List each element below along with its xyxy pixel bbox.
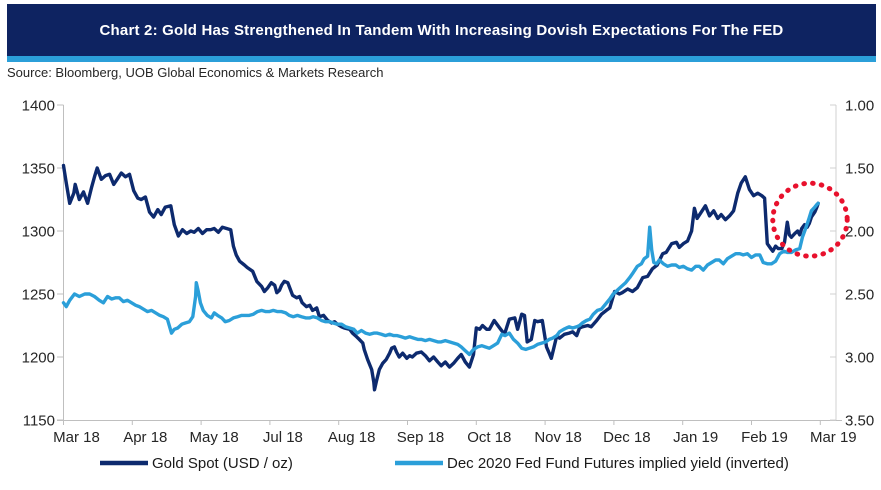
svg-text:Sep 18: Sep 18 (397, 429, 445, 446)
source-text: Source: Bloomberg, UOB Global Economics … (7, 65, 384, 80)
svg-text:Apr 18: Apr 18 (123, 429, 167, 446)
gold-vs-fed-futures-chart: 1400 1350 1300 1250 1200 1150 1.00 1.50 2.00 2.5… (22, 98, 875, 473)
svg-text:Jan 19: Jan 19 (673, 429, 718, 446)
y-axis-left-ticks (57, 104, 64, 421)
svg-text:2.50: 2.50 (845, 287, 874, 304)
y-axis-left-labels: 1400 1350 1300 1250 1200 1150 (22, 98, 55, 430)
svg-text:1200: 1200 (22, 350, 55, 367)
chart-area: 1400 1350 1300 1250 1200 1150 1.00 1.50 2.00 2.5… (0, 85, 881, 485)
svg-text:2.00: 2.00 (845, 224, 874, 241)
gold-spot-line (61, 163, 820, 392)
svg-text:Oct 18: Oct 18 (467, 429, 511, 446)
x-axis-labels: Mar 18 Apr 18 May 18 Jul 18 Aug 18 Sep 18 Oct … (53, 429, 856, 446)
svg-text:Mar 19: Mar 19 (810, 429, 857, 446)
svg-text:May 18: May 18 (189, 429, 238, 446)
legend-gold-label: Gold Spot (USD / oz) (152, 455, 293, 472)
svg-text:Feb 19: Feb 19 (741, 429, 788, 446)
accent-strip (7, 56, 876, 62)
svg-text:1150: 1150 (23, 413, 55, 430)
legend: Gold Spot (USD / oz) Dec 2020 Fed Fund F… (100, 455, 789, 472)
svg-text:Nov 18: Nov 18 (534, 429, 582, 446)
svg-text:1250: 1250 (22, 287, 55, 304)
svg-text:3.00: 3.00 (845, 350, 874, 367)
svg-text:1.50: 1.50 (845, 161, 874, 178)
chart-title: Chart 2: Gold Has Strengthened In Tandem… (99, 21, 784, 39)
svg-text:Aug 18: Aug 18 (328, 429, 376, 446)
svg-text:Mar 18: Mar 18 (53, 429, 100, 446)
dovish-highlight-circle (770, 180, 850, 259)
svg-text:Jul 18: Jul 18 (263, 429, 303, 446)
svg-text:1300: 1300 (22, 224, 55, 241)
fed-futures-yield-line (61, 201, 820, 357)
y-axis-right-labels: 1.00 1.50 2.00 2.50 3.00 3.50 (845, 98, 874, 430)
y-axis-right-ticks (830, 104, 836, 421)
chart-title-bar: Chart 2: Gold Has Strengthened In Tandem… (7, 4, 876, 56)
svg-text:1350: 1350 (22, 161, 55, 178)
legend-futures-label: Dec 2020 Fed Fund Futures implied yield … (447, 455, 789, 472)
svg-text:1.00: 1.00 (845, 98, 874, 115)
svg-text:1400: 1400 (22, 98, 55, 115)
x-axis-ticks (63, 420, 821, 425)
svg-text:Dec 18: Dec 18 (603, 429, 651, 446)
svg-text:3.50: 3.50 (845, 413, 874, 430)
